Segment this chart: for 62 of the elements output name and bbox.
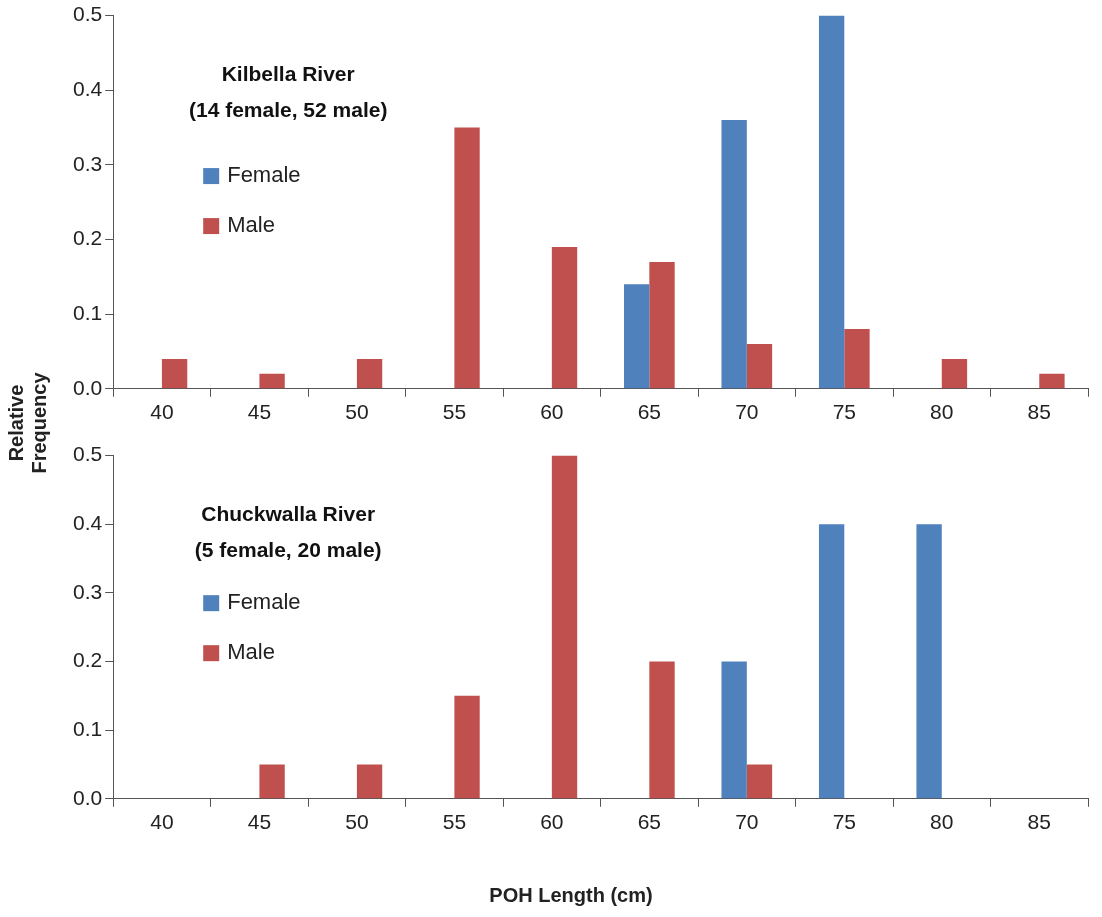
x-tick-label: 65 <box>637 400 662 424</box>
bar <box>818 15 845 389</box>
x-tick-label: 65 <box>637 810 662 834</box>
y-tick-label: 0.4 <box>72 77 103 101</box>
bar <box>1039 373 1065 389</box>
bar <box>161 358 188 389</box>
x-tick-label: 50 <box>345 810 369 834</box>
legend-label: Male <box>227 639 275 665</box>
x-tick-label: 75 <box>832 400 856 424</box>
x-tick-label: 60 <box>540 400 564 424</box>
bar <box>649 661 675 799</box>
x-tick-label: 70 <box>735 810 759 834</box>
bar <box>623 284 650 389</box>
y-tick-label: 0.5 <box>72 2 103 26</box>
x-tick-label: 70 <box>735 400 759 424</box>
y-tick-label: 0.0 <box>72 785 103 809</box>
x-tick-label: 45 <box>247 810 272 834</box>
y-tick-label: 0.2 <box>72 226 103 250</box>
text: Chuckwalla River (5 female, 20 male) <box>194 502 382 562</box>
x-tick-label: 80 <box>930 400 954 424</box>
bar <box>454 127 480 389</box>
bar <box>746 344 773 389</box>
bar <box>916 524 942 799</box>
y-tick-label: 0.0 <box>72 375 103 399</box>
bar <box>818 524 845 799</box>
bar <box>356 358 383 389</box>
bar <box>551 455 578 799</box>
x-tick-label: 40 <box>150 400 174 424</box>
y-tick-label: 0.1 <box>72 300 103 324</box>
bar <box>941 358 968 389</box>
bar <box>356 764 383 799</box>
y-tick-label: 0.3 <box>72 579 103 603</box>
bar <box>551 246 578 389</box>
text: Kilbella River (14 female, 52 male) <box>188 62 388 122</box>
y-tick-label: 0.4 <box>72 511 103 535</box>
x-tick-label: 55 <box>442 810 467 834</box>
x-tick-label: 85 <box>1027 400 1051 424</box>
legend-label: Female <box>227 589 301 615</box>
legend-label: Female <box>227 162 301 188</box>
x-tick-label: 45 <box>247 400 272 424</box>
x-tick-label: 80 <box>930 810 954 834</box>
bar <box>721 120 747 389</box>
x-tick-label: 85 <box>1027 810 1051 834</box>
bar <box>746 764 773 799</box>
x-tick-label: 40 <box>150 810 174 834</box>
y-tick-label: 0.1 <box>72 716 103 740</box>
x-tick-label: 55 <box>442 400 467 424</box>
bar <box>259 373 285 389</box>
bar <box>721 661 747 799</box>
x-tick-label: 50 <box>345 400 369 424</box>
legend-label: Male <box>227 212 275 238</box>
bar <box>259 764 285 799</box>
x-tick-label: 60 <box>540 810 564 834</box>
bar <box>649 261 675 389</box>
bar <box>454 695 480 799</box>
bar <box>844 329 870 389</box>
x-axis-title: POH Length (cm) <box>488 884 654 907</box>
y-tick-label: 0.2 <box>72 648 103 672</box>
y-axis-title: Relative Frequency <box>5 371 51 476</box>
x-tick-label: 75 <box>832 810 856 834</box>
y-tick-label: 0.3 <box>72 151 103 175</box>
y-tick-label: 0.5 <box>72 442 103 466</box>
